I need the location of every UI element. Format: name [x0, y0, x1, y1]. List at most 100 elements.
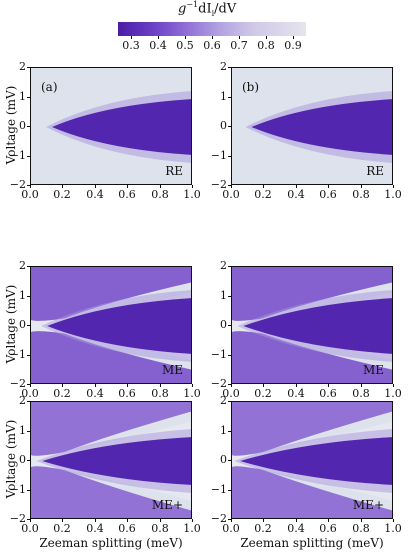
x-tick [296, 185, 297, 188]
y-tick-label: 2 [220, 60, 227, 73]
y-tick [27, 490, 30, 491]
y-tick [228, 401, 231, 402]
colorbar-tick [185, 36, 186, 39]
x-tick [192, 185, 193, 188]
outer-region-bottom [232, 326, 392, 383]
y-tick-label: 2 [19, 259, 26, 272]
x-tick [328, 384, 329, 387]
x-tick-label: 1.0 [183, 387, 201, 400]
heatmap-panel-me-plus-b: ME+ [231, 401, 393, 519]
x-tick-label: 0.2 [254, 188, 272, 201]
y-tick [228, 296, 231, 297]
y-tick [228, 355, 231, 356]
gap-wedge [52, 99, 191, 155]
colorbar-tick-label: 0.3 [122, 39, 140, 52]
x-tick [263, 384, 264, 387]
x-tick-label: 0.6 [319, 387, 337, 400]
x-tick-label: 0.8 [151, 188, 169, 201]
y-tick [27, 67, 30, 68]
x-tick-label: 0.8 [151, 387, 169, 400]
heatmap-image [31, 68, 191, 184]
x-tick-label: 0.2 [53, 387, 71, 400]
colorbar-tick [293, 36, 294, 39]
outer-region-bottom [31, 326, 191, 383]
y-axis-label: Voltage (mV) [4, 284, 18, 364]
x-tick-label: 0.4 [287, 522, 305, 535]
row-label: RE [165, 164, 183, 178]
x-tick [361, 185, 362, 188]
x-tick [62, 519, 63, 522]
panel-tag: (b) [242, 80, 260, 94]
y-tick [27, 185, 30, 186]
y-tick-label: 0 [19, 318, 26, 331]
y-tick-label: 0 [220, 453, 227, 466]
x-tick [160, 185, 161, 188]
x-tick-label: 0.2 [254, 387, 272, 400]
y-tick [228, 156, 231, 157]
y-tick [27, 384, 30, 385]
heatmap-image [31, 402, 191, 518]
y-tick-label: 0 [19, 119, 26, 132]
y-tick-label: 1 [220, 289, 227, 302]
x-tick-label: 1.0 [384, 522, 402, 535]
heatmap-panel-me-plus-a: ME+ [30, 401, 192, 519]
x-tick [95, 519, 96, 522]
y-tick-label: 2 [19, 394, 26, 407]
x-tick-label: 1.0 [183, 522, 201, 535]
x-tick [192, 384, 193, 387]
x-tick-label: 0.6 [319, 188, 337, 201]
y-tick [228, 126, 231, 127]
y-tick [228, 460, 231, 461]
x-tick [393, 185, 394, 188]
x-tick [296, 519, 297, 522]
colorbar-tick-label: 0.9 [284, 39, 302, 52]
y-tick-label: −1 [9, 149, 26, 162]
outer-region-top [31, 402, 191, 461]
x-tick [393, 384, 394, 387]
y-tick [228, 97, 231, 98]
y-tick-label: 2 [220, 394, 227, 407]
x-tick [231, 519, 232, 522]
y-tick [27, 97, 30, 98]
y-tick-label: 1 [19, 289, 26, 302]
y-tick [27, 325, 30, 326]
x-tick-label: 0.6 [118, 188, 136, 201]
y-tick-label: 2 [19, 60, 26, 73]
x-tick-label: 0.6 [319, 522, 337, 535]
x-tick [263, 185, 264, 188]
colorbar-tick-label: 0.7 [230, 39, 248, 52]
y-tick [27, 355, 30, 356]
x-tick-label: 1.0 [384, 387, 402, 400]
x-tick-label: 0.2 [254, 522, 272, 535]
x-tick-label: 0.6 [118, 387, 136, 400]
y-tick [228, 519, 231, 520]
y-tick [228, 185, 231, 186]
x-tick [62, 185, 63, 188]
y-tick [27, 266, 30, 267]
y-tick-label: 1 [19, 424, 26, 437]
y-tick-label: −1 [9, 348, 26, 361]
y-axis-label: Voltage (mV) [4, 85, 18, 165]
x-tick [328, 519, 329, 522]
x-tick [231, 185, 232, 188]
x-tick [95, 384, 96, 387]
x-tick [127, 185, 128, 188]
x-tick [296, 384, 297, 387]
row-label: ME [362, 363, 384, 377]
y-tick-label: −1 [210, 483, 227, 496]
x-tick [231, 384, 232, 387]
x-axis-label: Zeeman splitting (meV) [39, 536, 183, 550]
colorbar-tick-label: 0.4 [149, 39, 167, 52]
gap-wedge [243, 298, 392, 354]
y-tick [228, 266, 231, 267]
outer-region-bottom [232, 461, 392, 518]
y-tick [27, 401, 30, 402]
y-tick-label: −2 [210, 178, 227, 191]
x-tick-label: 0.4 [86, 387, 104, 400]
colorbar-tick [212, 36, 213, 39]
x-tick-label: 0.4 [287, 387, 305, 400]
row-label: ME [161, 363, 183, 377]
x-axis-label: Zeeman splitting (meV) [240, 536, 384, 550]
heatmap-image [232, 68, 392, 184]
y-tick-label: 1 [220, 90, 227, 103]
